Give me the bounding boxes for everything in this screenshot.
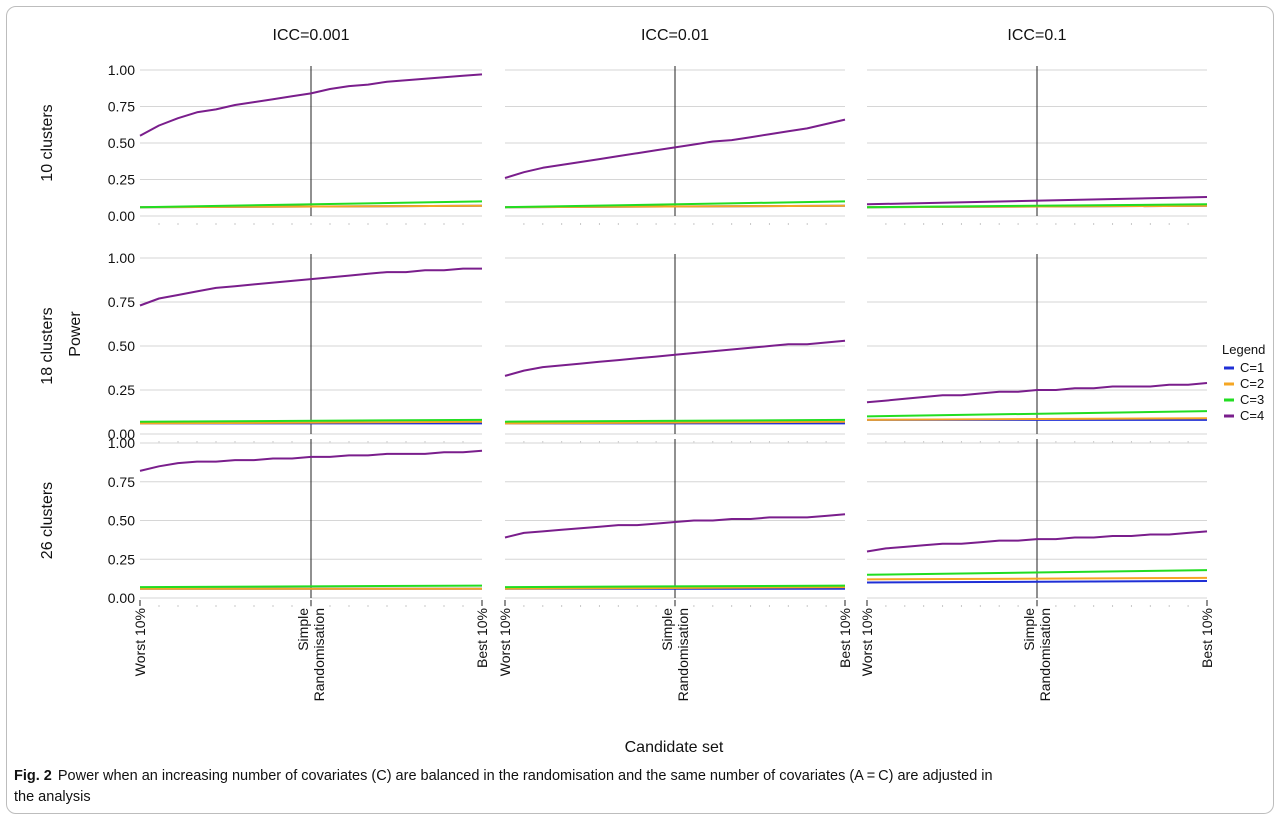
legend-entry-c-1: C=1 xyxy=(1240,360,1264,375)
row-label-18-clusters: 18 clusters xyxy=(39,307,56,384)
series-line-c-3 xyxy=(504,418,846,423)
y-tick-label: 1.00 xyxy=(108,435,135,451)
caption-text: Power when an increasing number of covar… xyxy=(14,768,993,805)
y-tick-label: 0.75 xyxy=(108,474,135,490)
series-line-c-4 xyxy=(866,382,1208,404)
series-line-c-2 xyxy=(866,576,1208,581)
x-tick-label-simple-randomisation: SimpleRandomisation xyxy=(1021,608,1053,702)
y-tick-label: 1.00 xyxy=(108,62,135,78)
series-line-c-4 xyxy=(504,513,846,539)
x-tick-label-simple-randomisation: SimpleRandomisation xyxy=(659,608,691,702)
series-line-c-3 xyxy=(504,584,846,589)
x-tick-label-worst-10: Worst 10% xyxy=(497,608,513,676)
y-axis-title: Power xyxy=(67,311,84,357)
legend: Legend C=1C=2C=3C=4 xyxy=(1222,342,1265,423)
y-tick-label: 1.00 xyxy=(108,250,135,266)
figure-label: Fig. 2 xyxy=(14,768,52,784)
figure-caption: Fig. 2 Power when an increasing number of… xyxy=(14,766,1014,808)
series-line-c-2 xyxy=(504,420,846,425)
y-tick-label: 0.50 xyxy=(108,513,135,529)
column-title-icc-0-01: ICC=0.01 xyxy=(641,27,709,44)
x-tick-label-line: Simple xyxy=(295,608,311,651)
x-tick-label-best-10: Best 10% xyxy=(474,608,490,668)
y-tick-label: 0.75 xyxy=(108,294,135,310)
x-tick-label-line: Randomisation xyxy=(1037,608,1053,701)
x-tick-label-line: Worst 10% xyxy=(859,608,875,676)
series-line-c-3 xyxy=(866,203,1208,209)
y-tick-label: 0.25 xyxy=(108,382,135,398)
series-line-c-4 xyxy=(504,118,846,179)
legend-entry-c-3: C=3 xyxy=(1240,392,1264,407)
y-tick-label: 0.00 xyxy=(108,208,135,224)
column-title-icc-0-1: ICC=0.1 xyxy=(1007,27,1066,44)
series-line-c-2 xyxy=(504,586,846,590)
series-line-c-2 xyxy=(139,420,483,425)
legend-title: Legend xyxy=(1222,342,1265,357)
series-line-c-3 xyxy=(139,418,483,423)
x-tick-label-worst-10: Worst 10% xyxy=(132,608,148,676)
series-line-c-4 xyxy=(866,530,1208,553)
series-line-c-3 xyxy=(139,584,483,589)
series-line-c-2 xyxy=(866,417,1208,421)
y-tick-label: 0.25 xyxy=(108,551,135,567)
x-tick-label-best-10: Best 10% xyxy=(837,608,853,668)
series-line-c-1 xyxy=(866,580,1208,584)
series-line-c-3 xyxy=(504,200,846,209)
legend-entry-c-2: C=2 xyxy=(1240,376,1264,391)
x-tick-label-line: Best 10% xyxy=(837,608,853,668)
column-title-icc-0-001: ICC=0.001 xyxy=(273,27,350,44)
x-axis-title: Candidate set xyxy=(625,739,724,756)
series-line-c-3 xyxy=(866,410,1208,418)
row-label-26-clusters: 26 clusters xyxy=(39,482,56,559)
legend-entry-c-4: C=4 xyxy=(1240,408,1264,423)
row-label-10-clusters: 10 clusters xyxy=(39,104,56,181)
series-line-c-4 xyxy=(866,196,1208,206)
y-tick-label: 0.50 xyxy=(108,135,135,151)
x-tick-label-line: Worst 10% xyxy=(497,608,513,676)
series-line-c-4 xyxy=(139,267,482,307)
x-tick-label-line: Simple xyxy=(659,608,675,651)
series-line-c-3 xyxy=(866,569,1208,576)
x-tick-label-line: Worst 10% xyxy=(132,608,148,676)
x-tick-label-line: Simple xyxy=(1021,608,1037,651)
x-tick-label-line: Randomisation xyxy=(311,608,327,701)
y-tick-label: 0.75 xyxy=(108,99,135,115)
x-tick-label-worst-10: Worst 10% xyxy=(859,608,875,676)
series-line-c-4 xyxy=(139,449,483,472)
series-line-c-4 xyxy=(139,73,483,137)
x-tick-label-line: Randomisation xyxy=(675,608,691,701)
y-tick-label: 0.25 xyxy=(108,172,135,188)
y-tick-label: 0.00 xyxy=(108,590,135,606)
x-tick-label-line: Best 10% xyxy=(1199,608,1215,668)
x-tick-label-best-10: Best 10% xyxy=(1199,608,1215,668)
y-tick-label: 0.50 xyxy=(108,338,135,354)
y-tick-label: 0.00 xyxy=(108,426,135,442)
series-line-c-4 xyxy=(504,339,846,377)
series-line-c-3 xyxy=(139,200,483,209)
x-tick-label-line: Best 10% xyxy=(474,608,490,668)
figure-frame xyxy=(6,6,1274,814)
x-tick-label-simple-randomisation: SimpleRandomisation xyxy=(295,608,327,702)
